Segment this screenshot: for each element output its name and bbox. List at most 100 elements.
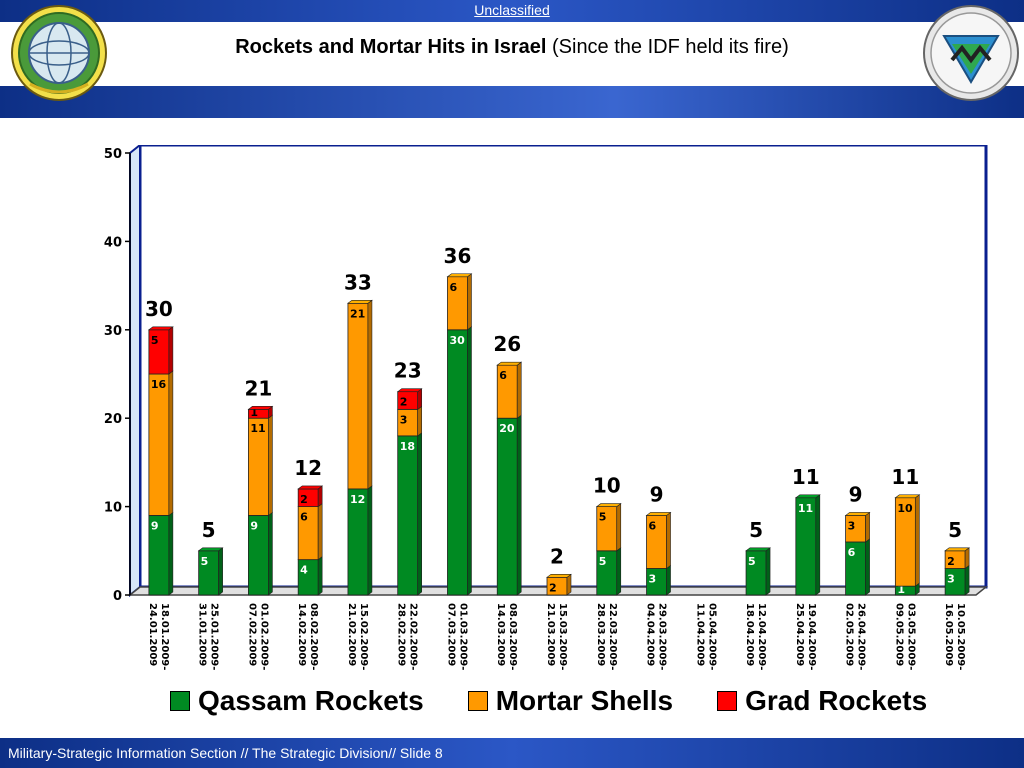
y-tick-label: 10 [104,501,122,516]
bar-segment-qassam [397,435,419,596]
bar-segment-mortar [148,373,170,516]
slide-title: Rockets and Mortar Hits in Israel (Since… [0,36,1024,59]
bar-total-label: 11 [792,465,820,489]
bar-total-label: 5 [749,518,763,542]
bar-total-label: 33 [344,270,372,294]
data-label-mortar: 10 [897,502,913,515]
x-tick-label: 01.02.2009-07.02.2009 [246,603,269,670]
x-tick-label: 15.02.2009-21.02.2009 [346,603,369,670]
bar-side-qassam [268,511,273,596]
legend-label-mortar: Mortar Shells [495,685,674,716]
data-label-qassam: 9 [151,519,159,532]
bar-top-face [595,503,622,507]
y-tick-label: 0 [113,589,122,604]
bar-top-face [745,547,771,552]
x-tick-label: 18.01.2009-24.01.2009 [147,603,170,670]
x-tick-label: 12.04.2009-18.04.2009 [744,603,767,670]
data-label-mortar: 11 [250,422,265,435]
legend-label-grad: Grad Rockets [745,685,928,716]
bar-top-face [347,299,373,304]
x-tick-label: 03.05.2009-09.05.2009 [893,603,916,670]
title-bar [0,22,1024,86]
bar-total-label: 5 [202,518,216,542]
x-tick-label: 25.01.2009-31.01.2009 [197,603,220,670]
bar-total-label: 11 [891,465,919,489]
bar-top-face [197,547,224,552]
bar-side-grad [417,388,423,410]
data-label-mortar: 3 [400,413,408,426]
classification-label: Unclassified [474,2,550,18]
data-label-qassam: 20 [499,422,515,435]
bar-total-label: 26 [493,332,521,356]
bar-total-label: 5 [948,518,962,542]
data-label-qassam: 30 [449,334,465,347]
x-tick-label: 22.03.2009-28.03.2009 [595,603,618,670]
data-label-qassam: 12 [350,493,365,506]
data-label-mortar: 3 [848,519,856,532]
bar-side-qassam [367,485,373,596]
bar-side-mortar [417,405,423,437]
bar-top-face [496,361,523,366]
legend-item-mortar: Mortar Shells [467,685,674,717]
data-label-qassam: 4 [300,564,308,577]
data-label-qassam: 11 [798,502,813,515]
data-label-grad: 2 [300,493,308,506]
data-label-qassam: 9 [250,519,258,532]
bar-top-face [297,485,324,490]
x-tick-label: 05.04.2009-11.04.2009 [694,603,717,670]
bar-side-mortar [616,503,622,552]
bar-side-mortar [964,547,970,570]
bar-total-label: 9 [650,482,664,506]
y-tick-label: 30 [104,324,122,339]
legend-swatch-qassam [170,691,190,711]
data-label-qassam: 6 [848,546,856,559]
legend-item-qassam: Qassam Rockets [170,685,424,717]
bar-side-qassam [616,547,622,596]
emblem-logo-left [11,5,107,101]
data-label-mortar: 5 [599,511,607,524]
data-label-mortar: 2 [947,555,955,568]
data-label-mortar: 2 [549,581,557,594]
legend-swatch-mortar [467,691,488,711]
data-label-qassam: 3 [649,572,657,585]
data-label-qassam: 5 [748,555,756,568]
x-tick-label: 29.03.2009-04.04.2009 [645,603,668,670]
data-label-mortar: 16 [151,378,167,391]
data-label-mortar: 6 [499,369,507,382]
bar-side-qassam [218,547,223,596]
data-label-mortar: 21 [350,307,365,320]
data-label-mortar: 6 [649,519,657,532]
bar-total-label: 36 [444,244,472,268]
bar-total-label: 9 [849,482,863,506]
top-bar [0,0,1024,22]
bar-total-label: 10 [593,474,621,498]
bar-total-label: 12 [294,456,322,480]
data-label-qassam: 5 [201,555,209,568]
data-label-mortar: 6 [449,281,457,294]
data-label-qassam: 18 [400,440,415,453]
x-tick-label: 19.04.2009-25.04.2009 [794,603,817,670]
header-band [0,86,1024,118]
bar-segment-qassam [496,417,518,596]
x-tick-label: 08.03.2009-14.03.2009 [495,603,518,670]
bar-side-mortar [516,361,522,419]
bar-total-label: 21 [244,376,272,400]
bar-side-mortar [566,573,572,596]
bar-segment-mortar [347,302,369,490]
bar-chart: 0102030405091653018.01.2009-24.01.200955… [104,145,989,670]
bar-side-qassam [765,547,771,596]
data-label-mortar: 6 [300,511,308,524]
bar-top-face [844,512,871,516]
footer-text: Military-Strategic Information Section /… [8,745,443,761]
y-tick-label: 50 [104,147,122,162]
data-label-grad: 5 [151,334,159,347]
y-tick-label: 40 [104,235,122,250]
bar-side-qassam [417,432,423,596]
data-label-qassam: 5 [599,555,607,568]
data-label-qassam: 1 [897,583,905,596]
legend-label-qassam: Qassam Rockets [198,685,424,716]
bar-side-qassam [516,414,522,596]
x-tick-label: 10.05.2009-16.05.2009 [943,603,966,670]
bar-side-qassam [666,564,671,596]
bar-side-grad [168,326,174,375]
